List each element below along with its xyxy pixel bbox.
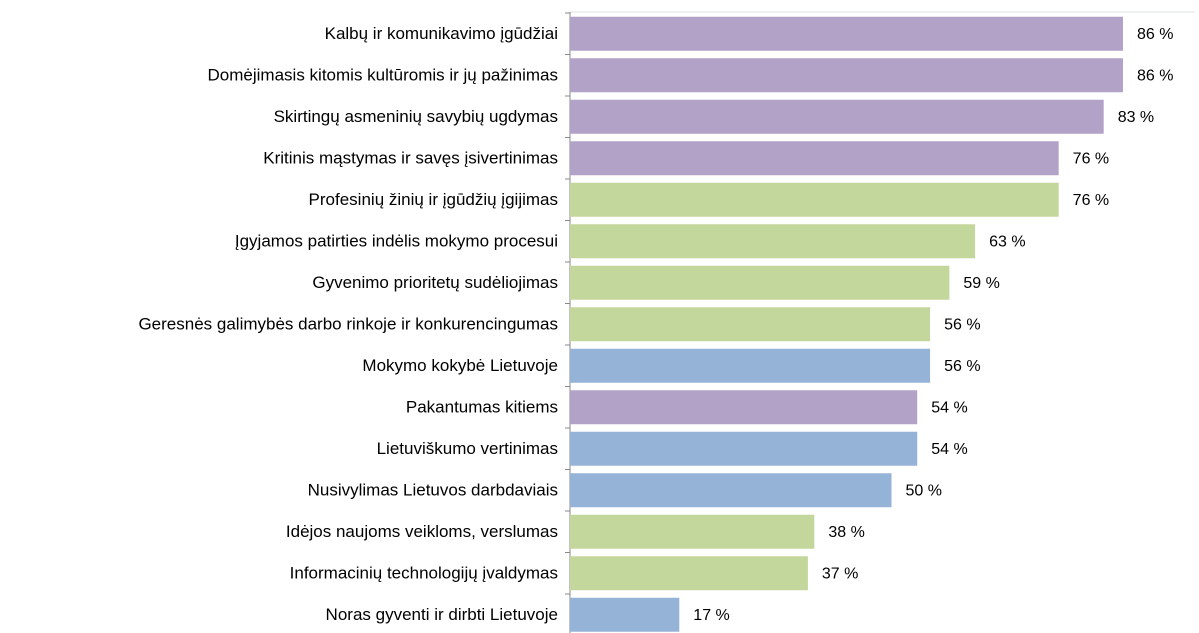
category-label: Idėjos naujoms veikloms, verslumas xyxy=(286,522,558,541)
category-label: Skirtingų asmeninių savybių ugdymas xyxy=(274,107,558,126)
bar xyxy=(570,265,950,300)
value-label: 54 % xyxy=(931,399,967,416)
value-label: 38 % xyxy=(828,524,864,541)
category-label: Nusivylimas Lietuvos darbdaviais xyxy=(308,481,558,500)
category-label: Kritinis mąstymas ir savęs įsivertinimas xyxy=(263,149,558,168)
value-label: 37 % xyxy=(822,565,858,582)
category-label: Įgyjamos patirties indėlis mokymo proces… xyxy=(235,232,558,251)
value-label: 76 % xyxy=(1073,192,1109,209)
value-label: 76 % xyxy=(1073,150,1109,167)
value-label: 54 % xyxy=(931,441,967,458)
bar xyxy=(570,224,976,259)
bar xyxy=(570,141,1059,176)
category-label: Geresnės galimybės darbo rinkoje ir konk… xyxy=(138,315,558,334)
value-label: 56 % xyxy=(944,358,980,375)
bar xyxy=(570,556,808,591)
bar xyxy=(570,307,931,342)
value-label: 86 % xyxy=(1137,26,1173,43)
value-label: 17 % xyxy=(693,607,729,624)
bar xyxy=(570,473,892,508)
bar xyxy=(570,348,931,383)
value-label: 86 % xyxy=(1137,67,1173,84)
bar xyxy=(570,182,1059,217)
value-label: 83 % xyxy=(1118,109,1154,126)
bar xyxy=(570,58,1123,93)
value-label: 59 % xyxy=(963,275,999,292)
value-label: 50 % xyxy=(906,482,942,499)
category-label: Kalbų ir komunikavimo įgūdžiai xyxy=(325,24,558,43)
bar xyxy=(570,99,1104,134)
category-label: Profesinių žinių ir įgūdžių įgijimas xyxy=(309,190,558,209)
bar xyxy=(570,597,680,632)
category-label: Informacinių technologijų įvaldymas xyxy=(290,564,558,583)
category-label: Lietuviškumo vertinimas xyxy=(377,439,558,458)
bar xyxy=(570,514,815,549)
value-label: 63 % xyxy=(989,233,1025,250)
category-label: Mokymo kokybė Lietuvoje xyxy=(362,356,558,375)
bar xyxy=(570,16,1123,51)
category-label: Domėjimasis kitomis kultūromis ir jų paž… xyxy=(208,66,558,85)
bar xyxy=(570,431,918,466)
value-label: 56 % xyxy=(944,316,980,333)
category-label: Noras gyventi ir dirbti Lietuvoje xyxy=(326,605,558,624)
bar xyxy=(570,390,918,425)
category-label: Gyvenimo prioritetų sudėliojimas xyxy=(312,273,558,292)
category-label: Pakantumas kitiems xyxy=(406,398,558,417)
